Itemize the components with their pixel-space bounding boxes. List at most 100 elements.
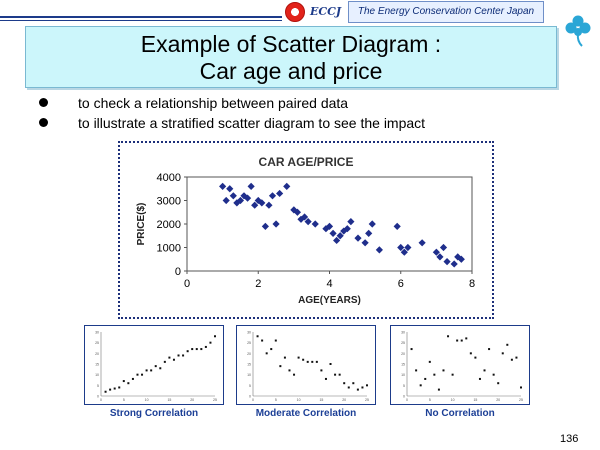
thumb-data-point <box>520 386 522 389</box>
thumb-data-point <box>343 382 346 385</box>
thumb-x-tick-label: 20 <box>496 398 500 402</box>
data-point <box>397 243 405 252</box>
thumb-data-point <box>136 373 139 376</box>
thumb-data-point <box>270 348 273 351</box>
data-point <box>236 196 245 205</box>
data-point <box>329 229 337 237</box>
data-point <box>361 239 369 247</box>
thumb-y-tick-label: 0 <box>249 395 251 399</box>
thumb-y-tick-label: 0 <box>97 395 99 399</box>
eccj-logo-icon <box>285 2 305 22</box>
thumb-data-point <box>168 356 171 359</box>
data-point <box>226 185 234 193</box>
thumb-y-tick-label: 20 <box>401 352 405 356</box>
thumb-data-point <box>315 360 318 363</box>
x-tick-label: 4 <box>326 278 332 290</box>
thumb-data-point <box>356 388 359 391</box>
data-point <box>300 213 309 221</box>
thumb-y-tick-label: 5 <box>403 384 405 388</box>
x-tick-label: 2 <box>255 278 261 290</box>
data-point <box>247 182 255 190</box>
data-point <box>343 225 351 233</box>
data-point <box>393 222 401 230</box>
thumb-data-point <box>191 348 194 351</box>
thumb-x-tick-label: 15 <box>167 398 171 402</box>
car-age-price-chart: CAR AGE/PRICE 0 1000 2000 3000 4000 0 2 4 6 8 AGE(Y… <box>136 155 475 306</box>
thumb-y-tick-label: 30 <box>247 331 251 335</box>
logo-text: ECCJ <box>310 5 342 18</box>
thumb-data-point <box>141 373 144 376</box>
thumb-y-tick-label: 10 <box>401 373 405 377</box>
y-tick-label: 0 <box>175 266 181 278</box>
thumb-data-point <box>127 382 130 385</box>
y-axis-label: PRICE($) <box>136 203 147 246</box>
thumb-x-tick-label: 5 <box>429 398 431 402</box>
thumb-y-tick-label: 15 <box>95 363 99 367</box>
title-line-1: Example of Scatter Diagram : <box>140 31 442 57</box>
main-chart-frame: CAR AGE/PRICE 0 1000 2000 3000 4000 0 2 4 6 8 AGE(Y… <box>118 141 494 319</box>
thumb-y-tick-label: 30 <box>401 331 405 335</box>
thumb-data-point <box>172 358 175 361</box>
thumb-data-point <box>410 348 413 351</box>
y-tick-label: 1000 <box>157 243 181 255</box>
page-number: 136 <box>560 433 579 445</box>
thumb-data-point <box>447 335 450 338</box>
thumb-data-point <box>159 367 162 370</box>
organization-name: The Energy Conservation Center Japan <box>348 1 544 23</box>
thumb-data-point <box>265 352 268 355</box>
thumb-data-point <box>324 377 327 380</box>
data-point <box>333 236 341 245</box>
thumb-data-point <box>145 369 148 372</box>
thumb-y-tick-label: 15 <box>247 363 251 367</box>
thumb-data-point <box>261 339 264 342</box>
bullet-text: to check a relationship between paired d… <box>78 95 349 111</box>
strong-correlation-thumbnail: 0 5 10 15 20 25 30 0 5 10 15 20 25 <box>84 325 224 405</box>
thumb-data-point <box>419 384 422 387</box>
thumb-y-tick-label: 0 <box>403 395 405 399</box>
thumb-data-point <box>274 339 277 342</box>
data-point <box>375 246 383 254</box>
thumb-y-tick-label: 25 <box>401 341 405 345</box>
thumb-data-point <box>366 384 368 387</box>
thumb-data-point <box>510 358 513 361</box>
bullet-item: to check a relationship between paired d… <box>38 93 425 113</box>
thumb-data-point <box>302 358 305 361</box>
data-point <box>368 220 376 228</box>
thumb-data-point <box>177 354 180 357</box>
thumb-data-point <box>456 339 459 342</box>
thumb-x-tick-label: 0 <box>252 398 254 402</box>
thumb-data-point <box>334 373 337 376</box>
thumb-y-tick-label: 20 <box>95 352 99 356</box>
thumb-y-tick-label: 25 <box>247 341 251 345</box>
thumb-data-point <box>506 343 509 346</box>
clover-icon <box>565 15 591 47</box>
thumb-data-point <box>347 386 350 389</box>
thumb-x-tick-label: 25 <box>519 398 523 402</box>
data-point <box>432 248 440 256</box>
thumb-data-point <box>451 373 454 376</box>
thumb-data-point <box>437 388 440 391</box>
thumb-data-point <box>497 382 500 385</box>
thumb-data-point <box>415 369 418 372</box>
thumb-x-tick-label: 25 <box>213 398 217 402</box>
thumb-x-tick-label: 15 <box>473 398 477 402</box>
thumb-x-tick-label: 15 <box>319 398 323 402</box>
thumb-data-point <box>122 380 125 383</box>
thumb-data-point <box>109 388 112 391</box>
data-point <box>443 258 451 266</box>
thumb-data-point <box>131 377 134 380</box>
thumb-data-point <box>460 339 463 342</box>
title-line-2: Car age and price <box>199 58 383 84</box>
thumb-data-point <box>465 337 468 340</box>
data-point <box>272 220 280 228</box>
thumb-data-point <box>329 363 332 365</box>
thumb-x-tick-label: 10 <box>145 398 149 402</box>
thumb-y-tick-label: 10 <box>247 373 251 377</box>
bullet-text: to illustrate a stratified scatter diagr… <box>78 115 426 131</box>
thumb-data-point <box>163 360 166 363</box>
thumb-data-point <box>182 354 185 357</box>
data-point <box>261 222 269 230</box>
